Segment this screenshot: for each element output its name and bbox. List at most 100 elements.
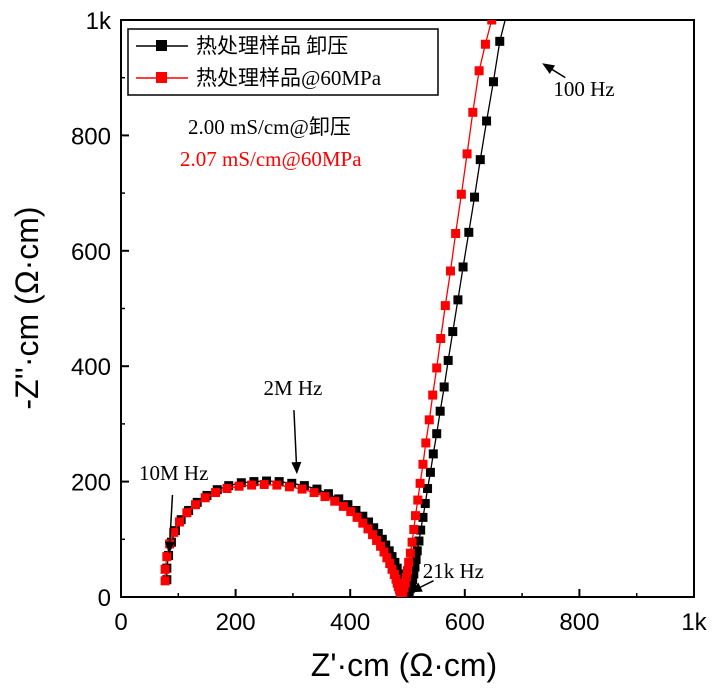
y-tick-label: 600 [71, 239, 111, 266]
x-tick-label: 200 [216, 609, 256, 636]
annotation-arrow-line [293, 410, 298, 469]
data-point [372, 535, 382, 545]
data-point [343, 500, 353, 510]
annotation-label: 2M Hz [263, 376, 322, 400]
data-point [432, 429, 442, 439]
data-point [358, 511, 368, 521]
annotation-arrow-line [168, 494, 174, 548]
data-point [436, 334, 446, 344]
data-point [456, 189, 466, 199]
legend-marker-series-1 [156, 72, 167, 83]
data-point [474, 66, 484, 76]
data-point [435, 406, 445, 416]
data-point [409, 569, 419, 579]
data-point [394, 569, 404, 579]
data-point [351, 505, 361, 515]
conductivity-label-1: 2.07 mS/cm@60MPa [180, 147, 362, 171]
y-tick-label: 400 [71, 354, 111, 381]
data-point [297, 484, 307, 494]
data-point [399, 583, 409, 593]
data-point [369, 523, 379, 533]
data-point [453, 295, 463, 305]
data-point [408, 575, 418, 585]
y-axis-title: -Z''·cm (Ω·cm) [9, 206, 45, 409]
data-point [443, 355, 453, 365]
data-point [384, 546, 394, 556]
data-point [420, 499, 430, 509]
axis-ticks [120, 19, 695, 598]
data-point [487, 20, 497, 25]
data-point [445, 266, 455, 276]
series-layer [160, 0, 518, 597]
data-point [415, 478, 425, 488]
annotation-label: 21k Hz [423, 559, 484, 583]
data-point [425, 467, 435, 477]
data-point [364, 517, 374, 527]
data-point [423, 484, 433, 494]
series-1 [160, 0, 503, 597]
data-point [358, 518, 368, 528]
data-point [464, 227, 474, 237]
data-point [160, 576, 170, 586]
data-point [247, 480, 257, 490]
data-point [418, 512, 428, 522]
x-tick-label: 600 [445, 609, 485, 636]
data-point [421, 438, 431, 448]
data-point [338, 501, 348, 511]
data-point [211, 488, 221, 498]
data-point [389, 569, 399, 579]
data-point [502, 10, 511, 19]
data-point [222, 484, 232, 494]
data-point [509, 0, 518, 1]
data-point [377, 534, 387, 544]
y-tick-label: 800 [71, 123, 111, 150]
data-point [387, 564, 397, 574]
data-point [413, 495, 423, 505]
y-tick-labels: 0 200 400 600 800 1k [71, 8, 112, 612]
data-point [352, 512, 362, 522]
data-point [392, 563, 402, 573]
data-point [363, 524, 373, 534]
x-axis-title: Z'·cm (Ω·cm) [311, 647, 497, 683]
data-point [382, 553, 392, 563]
data-point [174, 517, 184, 527]
data-point [330, 496, 340, 506]
data-point [428, 390, 438, 400]
annotation-arrow-head [164, 541, 175, 554]
data-point [407, 537, 417, 547]
data-point [432, 363, 442, 373]
data-point [259, 479, 269, 489]
data-point [234, 481, 244, 491]
data-point [182, 508, 192, 518]
data-point [403, 565, 412, 575]
data-point [440, 301, 450, 311]
x-tick-label: 400 [330, 609, 370, 636]
data-point [416, 525, 426, 535]
data-point [368, 530, 378, 540]
data-point [411, 554, 421, 564]
data-point [200, 493, 210, 503]
y-tick-label: 0 [98, 585, 111, 612]
legend-marker-series-0 [156, 40, 167, 51]
data-point [468, 107, 478, 117]
data-point [272, 480, 282, 490]
data-point [482, 116, 492, 126]
data-point [376, 541, 386, 551]
data-point [407, 579, 417, 589]
annotation-arrow-head [409, 582, 423, 593]
data-point [439, 382, 449, 392]
data-point [320, 492, 330, 502]
conductivity-label-0: 2.00 mS/cm@卸压 [188, 115, 351, 139]
data-point [409, 524, 419, 534]
data-point [494, 0, 503, 7]
data-point [462, 149, 472, 159]
data-point [385, 559, 395, 569]
data-point [162, 552, 172, 562]
data-point [411, 511, 421, 521]
data-point [169, 527, 179, 537]
data-point [424, 415, 434, 425]
annotation-label: 10M Hz [139, 461, 208, 485]
data-point [410, 562, 420, 572]
data-point [418, 459, 428, 469]
legend-label-series-1: 热处理样品@60MPa [196, 66, 382, 90]
